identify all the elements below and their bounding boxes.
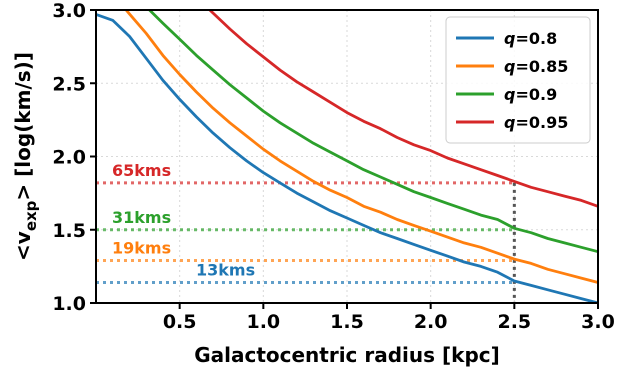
- series-line: [96, 13, 598, 303]
- y-tick-label: 1.5: [52, 220, 86, 242]
- x-tick-label: 1.0: [246, 311, 280, 333]
- reference-label: 13kms: [196, 260, 255, 279]
- legend-entry: q=0.9: [504, 85, 557, 104]
- x-tick-label: 0.5: [163, 311, 197, 333]
- y-axis-label-sub: exp: [22, 200, 40, 231]
- reference-label: 65kms: [112, 161, 171, 180]
- y-tick-label: 2.0: [52, 147, 86, 169]
- x-axis-label: Galactocentric radius [kpc]: [194, 343, 500, 367]
- axis-ticks: 0.5 1.0 1.5 2.0 2.5 3.0 1.0 1.5 2.0 2.5 3.0: [52, 0, 615, 333]
- series-line: [208, 10, 598, 208]
- y-tick-label: 3.0: [52, 0, 86, 22]
- x-tick-label: 3.0: [581, 311, 615, 333]
- series-lines: [96, 10, 598, 303]
- series-line: [125, 10, 598, 284]
- y-axis-label-tail: > [log(km/s)]: [11, 52, 35, 201]
- reference-label: 31kms: [112, 208, 171, 227]
- y-tick-label: 1.0: [52, 293, 86, 315]
- y-tick-label: 2.5: [52, 73, 86, 95]
- reference-label: 19kms: [112, 239, 171, 258]
- series-line: [148, 10, 598, 254]
- x-tick-label: 2.0: [414, 311, 448, 333]
- y-axis-label-main: <v: [11, 231, 35, 261]
- y-axis-label: <vexp> [log(km/s)]: [11, 52, 40, 261]
- legend-box: [445, 16, 591, 144]
- x-tick-label: 2.5: [497, 311, 531, 333]
- legend-entry: q=0.95: [504, 113, 568, 132]
- x-tick-label: 1.5: [330, 311, 364, 333]
- legend-entry: q=0.8: [504, 29, 557, 48]
- legend: q=0.8 q=0.85 q=0.9 q=0.95: [445, 16, 591, 144]
- legend-entry: q=0.85: [504, 57, 568, 76]
- reference-lines: 65kms 31kms 19kms 13kms: [96, 161, 516, 303]
